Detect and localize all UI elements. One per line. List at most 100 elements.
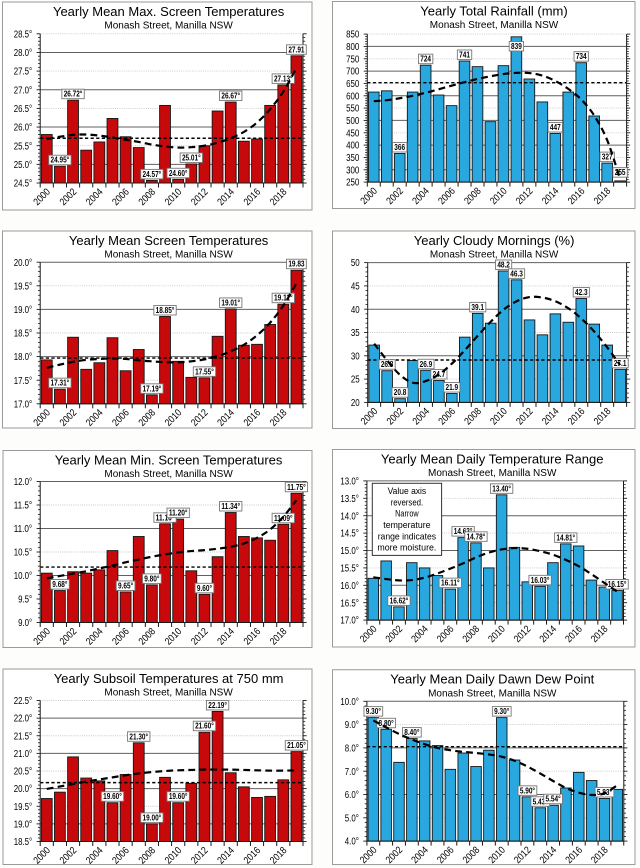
svg-text:more moisture.: more moisture.: [377, 543, 436, 553]
svg-text:17.0°: 17.0°: [14, 399, 33, 410]
svg-text:250: 250: [346, 178, 360, 189]
svg-text:350: 350: [346, 153, 360, 164]
svg-text:25.0°: 25.0°: [14, 160, 33, 171]
svg-text:11.5°: 11.5°: [14, 501, 33, 512]
svg-text:19.0°: 19.0°: [14, 819, 33, 830]
svg-text:reversed.: reversed.: [391, 497, 424, 507]
svg-text:550: 550: [346, 104, 360, 115]
svg-text:21.60°: 21.60°: [195, 722, 214, 731]
svg-text:300: 300: [346, 165, 360, 176]
svg-text:48.2: 48.2: [497, 260, 510, 269]
svg-text:26.72°: 26.72°: [64, 90, 83, 99]
svg-text:9.68°: 9.68°: [52, 580, 67, 589]
svg-text:17.5°: 17.5°: [14, 376, 33, 387]
svg-text:15.0°: 15.0°: [340, 546, 359, 557]
svg-text:14.0°: 14.0°: [340, 511, 359, 522]
svg-text:9.80°: 9.80°: [144, 574, 159, 583]
svg-text:5.43°: 5.43°: [533, 797, 548, 806]
svg-text:16.11°: 16.11°: [441, 579, 460, 588]
svg-text:Monash Street, Manilla NSW: Monash Street, Manilla NSW: [430, 250, 559, 261]
svg-text:14.78°: 14.78°: [467, 532, 486, 541]
svg-text:9.5°: 9.5°: [18, 595, 32, 606]
svg-text:17.31°: 17.31°: [51, 379, 70, 388]
svg-text:8.80°: 8.80°: [379, 719, 394, 728]
svg-text:5.54°: 5.54°: [546, 795, 561, 804]
svg-text:20.5°: 20.5°: [14, 767, 33, 778]
svg-text:11.75°: 11.75°: [287, 483, 306, 492]
svg-text:255: 255: [615, 168, 626, 177]
svg-text:17.55°: 17.55°: [195, 367, 214, 376]
svg-text:26.0°: 26.0°: [14, 123, 33, 134]
svg-text:10.5°: 10.5°: [14, 548, 33, 559]
svg-text:19.01°: 19.01°: [221, 298, 240, 307]
svg-text:366: 366: [394, 143, 405, 152]
svg-text:9.65°: 9.65°: [118, 581, 133, 590]
svg-text:27.1: 27.1: [614, 359, 627, 368]
svg-text:839: 839: [511, 42, 522, 51]
svg-text:26.8: 26.8: [381, 360, 394, 369]
svg-text:Yearly Mean Screen Temperature: Yearly Mean Screen Temperatures: [69, 233, 269, 248]
svg-text:650: 650: [346, 79, 360, 90]
svg-text:40: 40: [351, 305, 360, 316]
svg-text:Monash Street, Manilla NSW: Monash Street, Manilla NSW: [104, 469, 233, 480]
svg-text:5.0°: 5.0°: [345, 813, 359, 824]
svg-text:18.85°: 18.85°: [156, 306, 175, 315]
svg-text:20.0°: 20.0°: [14, 784, 33, 795]
svg-text:24.60°: 24.60°: [169, 169, 188, 178]
svg-text:700: 700: [346, 67, 360, 78]
svg-text:13.40°: 13.40°: [492, 484, 511, 493]
svg-text:5.90°: 5.90°: [520, 786, 535, 795]
svg-text:13.5°: 13.5°: [340, 494, 359, 505]
svg-text:19.00°: 19.00°: [143, 813, 162, 822]
svg-text:21.0°: 21.0°: [14, 749, 33, 760]
svg-text:Monash Street, Manilla NSW: Monash Street, Manilla NSW: [428, 468, 557, 479]
svg-text:6.0°: 6.0°: [345, 790, 359, 801]
svg-text:42.3: 42.3: [575, 288, 588, 297]
svg-text:16.15°: 16.15°: [608, 580, 627, 589]
svg-text:28.0°: 28.0°: [14, 48, 33, 59]
svg-text:8.0°: 8.0°: [345, 744, 359, 755]
svg-text:15.5°: 15.5°: [340, 564, 359, 575]
svg-text:400: 400: [346, 141, 360, 152]
svg-text:19.0°: 19.0°: [14, 305, 33, 316]
svg-text:18.0°: 18.0°: [14, 352, 33, 363]
svg-text:500: 500: [346, 116, 360, 127]
svg-text:25.5°: 25.5°: [14, 141, 33, 152]
svg-text:9.0°: 9.0°: [18, 618, 32, 629]
svg-text:39.1: 39.1: [471, 303, 484, 312]
svg-text:16.0°: 16.0°: [340, 581, 359, 592]
svg-text:19.83: 19.83: [288, 260, 305, 269]
svg-text:11.10°: 11.10°: [156, 513, 175, 522]
svg-text:25: 25: [351, 375, 360, 386]
svg-text:741: 741: [459, 50, 470, 59]
svg-text:26.9: 26.9: [420, 360, 433, 369]
svg-text:18.5°: 18.5°: [14, 837, 33, 848]
svg-text:13.0°: 13.0°: [340, 477, 359, 488]
svg-text:724: 724: [420, 55, 431, 64]
svg-text:14.81°: 14.81°: [556, 533, 575, 542]
svg-text:11.34°: 11.34°: [221, 502, 240, 511]
svg-text:24.5°: 24.5°: [14, 179, 33, 190]
svg-text:24.57°: 24.57°: [143, 170, 162, 179]
svg-text:Yearly Mean Daily Dawn Dew Poi: Yearly Mean Daily Dawn Dew Point: [390, 672, 594, 687]
svg-text:Monash Street, Manilla NSW: Monash Street, Manilla NSW: [104, 21, 233, 32]
svg-text:20: 20: [351, 398, 360, 409]
svg-text:850: 850: [346, 30, 360, 41]
svg-text:Yearly Total Rainfall (mm): Yearly Total Rainfall (mm): [420, 3, 567, 18]
svg-text:9.60°: 9.60°: [197, 584, 212, 593]
svg-text:600: 600: [346, 91, 360, 102]
svg-text:19.5°: 19.5°: [14, 802, 33, 813]
svg-text:20.8: 20.8: [394, 388, 407, 397]
svg-text:22.0°: 22.0°: [14, 714, 33, 725]
svg-text:9.30°: 9.30°: [366, 707, 381, 716]
svg-text:19.60°: 19.60°: [103, 792, 122, 801]
svg-text:16.5°: 16.5°: [340, 598, 359, 609]
svg-text:27.91: 27.91: [288, 45, 305, 54]
svg-text:734: 734: [576, 52, 587, 61]
svg-text:800: 800: [346, 42, 360, 53]
svg-text:9.30°: 9.30°: [494, 707, 509, 716]
svg-text:Monash Street, Manilla NSW: Monash Street, Manilla NSW: [104, 250, 233, 261]
svg-text:range indicates: range indicates: [378, 531, 437, 541]
svg-text:27.13°: 27.13°: [274, 74, 293, 83]
svg-text:Yearly Mean Min. Screen Temper: Yearly Mean Min. Screen Temperatures: [55, 452, 283, 467]
